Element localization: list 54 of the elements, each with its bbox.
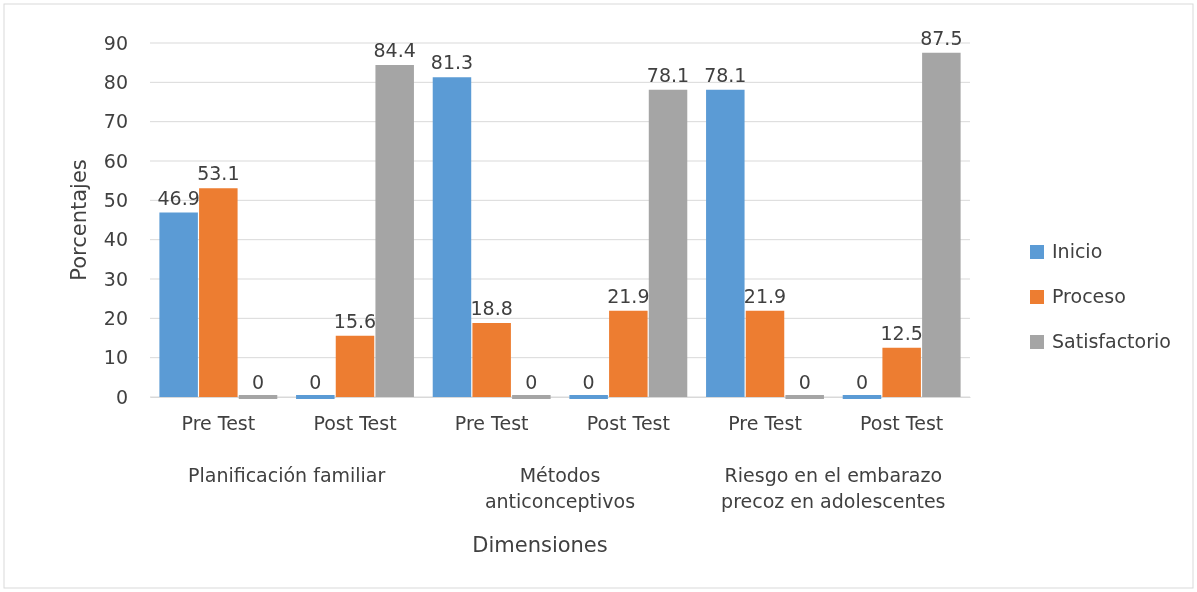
data-label: 21.9 xyxy=(743,284,787,307)
legend-label: Inicio xyxy=(1052,240,1103,262)
data-label: 0 xyxy=(855,371,869,393)
bar xyxy=(432,77,472,397)
y-tick-label: 30 xyxy=(103,267,128,290)
data-label: 15.6 xyxy=(333,309,377,332)
x-tick-label: Post Test xyxy=(586,412,670,435)
bar xyxy=(375,65,414,397)
data-label: 0 xyxy=(798,371,811,393)
bar xyxy=(648,89,688,397)
y-tick-label: 80 xyxy=(103,70,128,93)
text: Riesgo en el embarazo precoz en adolescentes xyxy=(721,464,946,512)
data-label: 78.1 xyxy=(646,63,690,86)
text: Métodos anticonceptivos xyxy=(484,464,636,512)
data-label: 0 xyxy=(582,371,595,393)
y-tick-label: 40 xyxy=(103,228,128,251)
data-label: 0 xyxy=(251,371,265,393)
text: Planificación familiar xyxy=(188,464,386,486)
y-tick-label: 60 xyxy=(103,149,128,172)
data-label: 21.9 xyxy=(607,284,650,307)
bar xyxy=(882,347,921,397)
data-label: 84.4 xyxy=(373,39,416,62)
data-label: 18.8 xyxy=(470,297,513,320)
x-tick-label: Post Test xyxy=(860,412,944,435)
x-tick-label: Pre Test xyxy=(181,412,256,435)
x-tick-label: Pre Test xyxy=(454,412,529,435)
data-label: 87.5 xyxy=(920,26,963,49)
data-label: 46.9 xyxy=(157,186,200,209)
data-label: 78.1 xyxy=(704,63,747,86)
x-axis-title: Dimensiones xyxy=(472,533,608,557)
x-tick-label: Pre Test xyxy=(728,412,802,435)
data-label: 53.1 xyxy=(197,162,240,185)
y-tick-label: 10 xyxy=(103,346,128,369)
y-tick-label: 90 xyxy=(103,31,128,54)
bar xyxy=(706,89,745,397)
bar xyxy=(472,323,511,397)
legend-label: Proceso xyxy=(1052,285,1126,307)
y-axis-title: Porcentajes xyxy=(67,159,91,281)
bar xyxy=(609,310,648,397)
bar xyxy=(922,52,961,397)
y-tick-label: 0 xyxy=(115,385,128,408)
bar xyxy=(335,335,375,397)
data-label: 12.5 xyxy=(880,321,923,344)
bar xyxy=(199,188,238,397)
legend-label: Satisfactorio xyxy=(1052,330,1171,352)
y-tick-label: 70 xyxy=(103,110,128,133)
data-label: 0 xyxy=(525,371,538,393)
data-label: 0 xyxy=(309,371,322,393)
y-tick-label: 20 xyxy=(103,306,128,329)
data-label: 81.3 xyxy=(430,51,474,74)
x-tick-label: Post Test xyxy=(313,412,397,435)
y-tick-label: 50 xyxy=(103,188,128,211)
bar xyxy=(745,310,785,397)
bar xyxy=(159,212,198,397)
